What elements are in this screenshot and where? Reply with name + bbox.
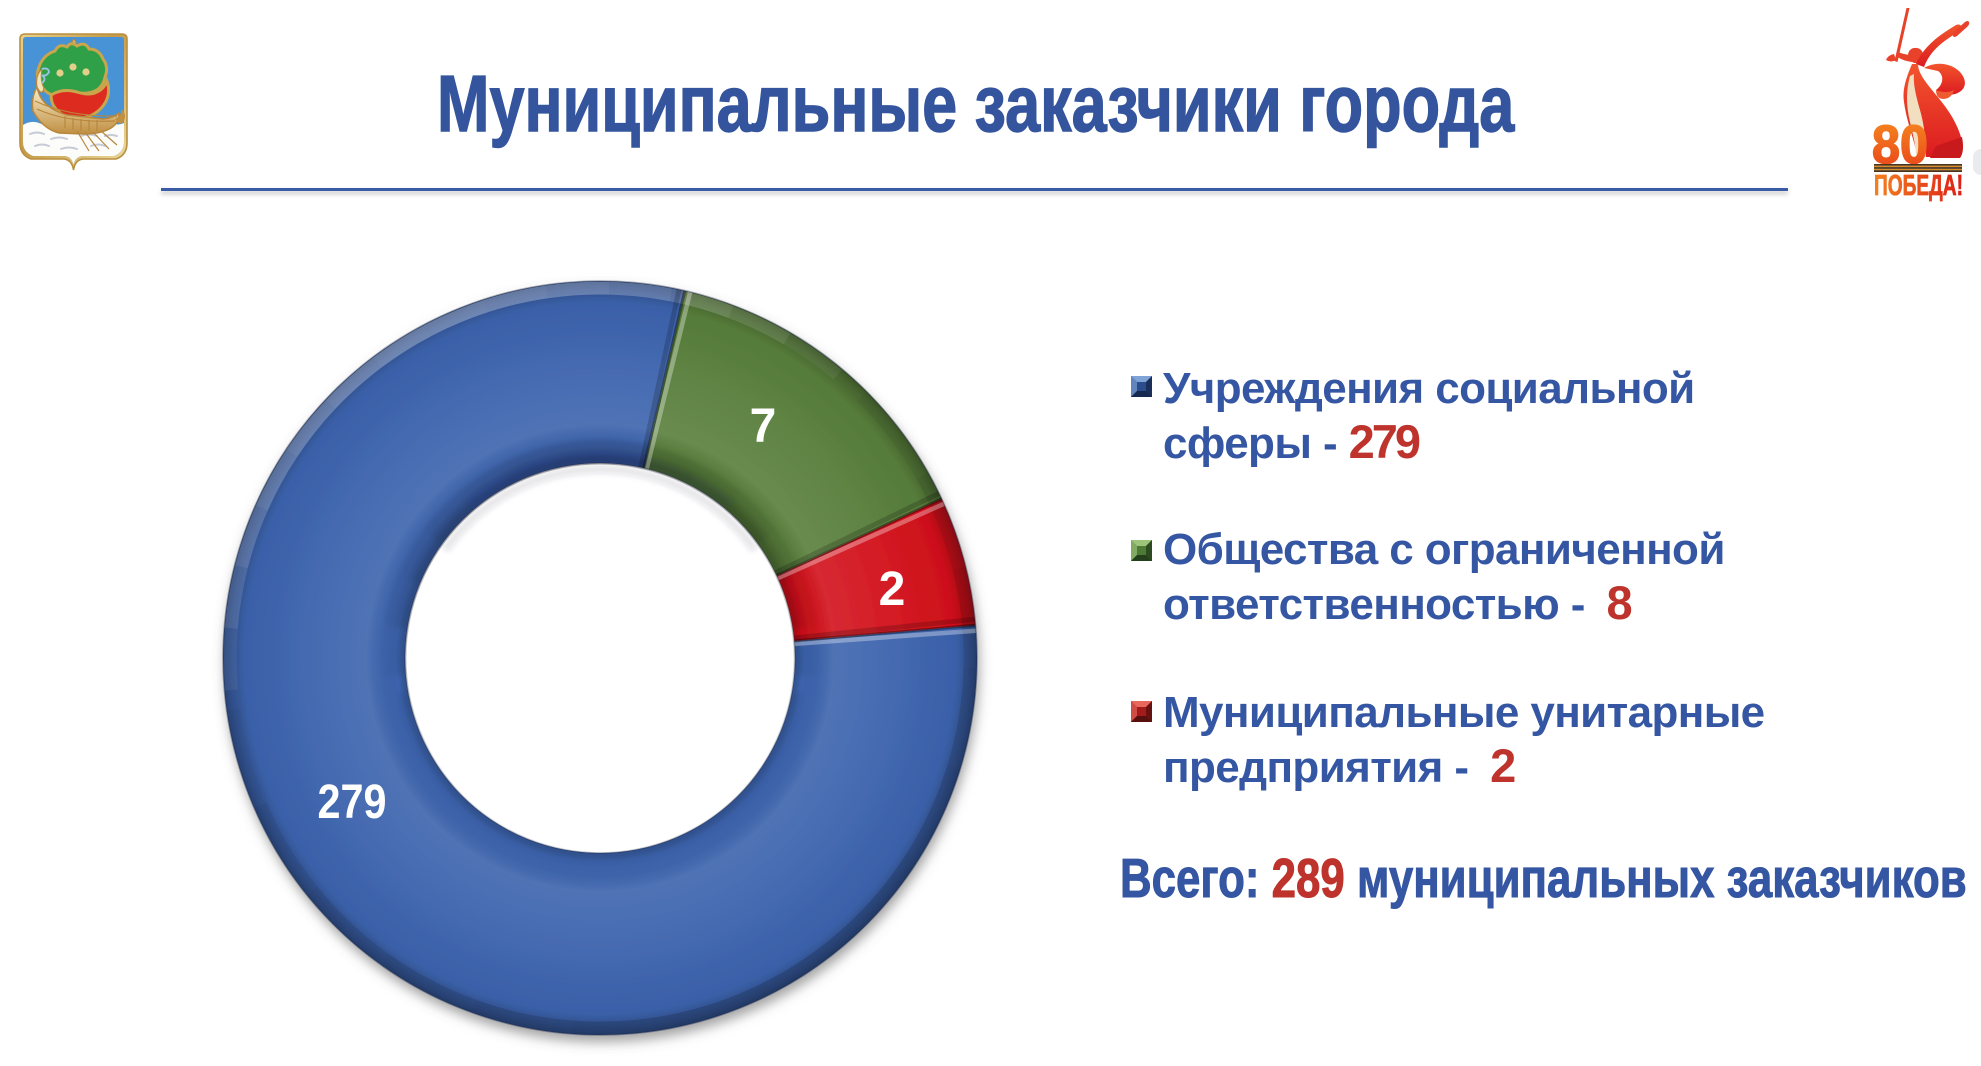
svg-text:2: 2 (879, 563, 906, 616)
svg-text:7: 7 (750, 400, 777, 453)
svg-text:ПОБЕДА!: ПОБЕДА! (1874, 170, 1963, 202)
svg-text:279: 279 (318, 776, 387, 829)
